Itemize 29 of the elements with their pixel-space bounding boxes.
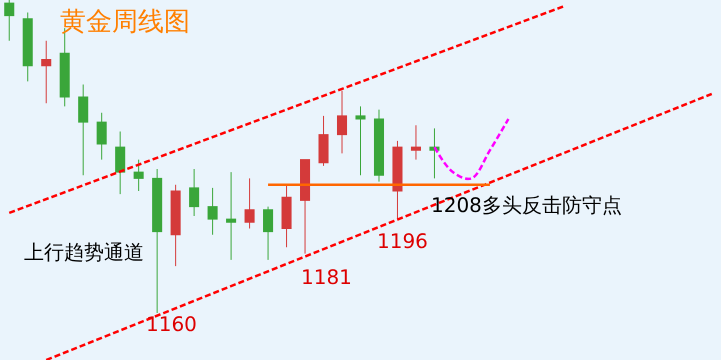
candlestick <box>134 159 144 192</box>
candlestick <box>282 184 292 248</box>
candlestick <box>115 130 126 195</box>
candlestick <box>410 124 421 160</box>
candlestick <box>4 0 14 42</box>
annotation: 1160 <box>146 312 197 336</box>
candlestick <box>429 128 440 179</box>
candlestick <box>170 184 181 267</box>
candlestick <box>226 172 236 260</box>
candlestick <box>152 168 162 314</box>
annotation: 上行趋势通道 <box>24 240 144 264</box>
candlestick <box>263 206 274 260</box>
candlestick <box>300 159 310 254</box>
candlestick <box>374 109 384 182</box>
candlestick <box>355 106 366 176</box>
candlestick <box>392 140 402 220</box>
candlestick <box>208 187 218 236</box>
annotation: 1208多头反击防守点 <box>431 193 622 217</box>
candlestick <box>22 12 33 82</box>
annotation: 1181 <box>301 265 352 289</box>
chart-title: 黄金周线图 <box>60 7 190 37</box>
candlestick <box>318 115 329 166</box>
annotation: 1196 <box>377 229 428 253</box>
candlestick <box>336 90 348 154</box>
candlestick <box>41 40 52 104</box>
candlestick <box>78 84 88 176</box>
candlestick <box>244 178 255 230</box>
candlestick <box>96 112 107 160</box>
candlestick <box>189 168 200 216</box>
